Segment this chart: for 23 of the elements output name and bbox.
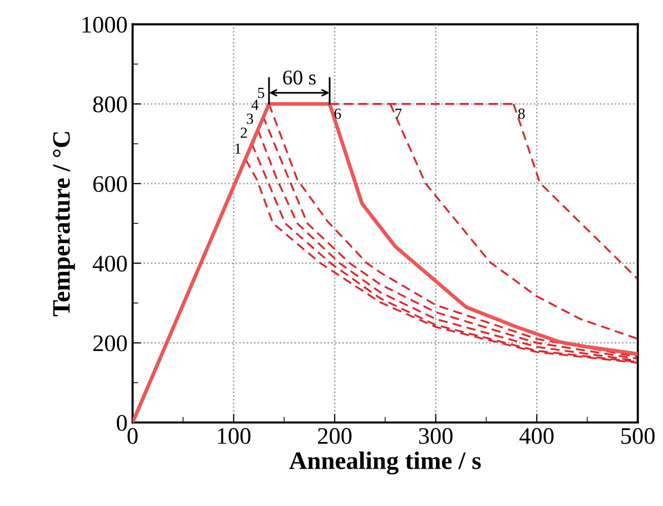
annotation: 2 <box>240 128 247 138</box>
y-axis-title: Temperature / °C <box>53 132 75 316</box>
y-tick-label: 600 <box>93 176 127 192</box>
y-tick-label: 0 <box>116 415 127 431</box>
annotation: 3 <box>246 114 254 124</box>
annotation: 5 <box>258 88 264 98</box>
x-tick-label: 300 <box>419 428 453 444</box>
annotation: 60 s <box>283 70 316 85</box>
x-axis-title: Annealing time / s <box>289 452 481 474</box>
annotation: 7 <box>395 108 402 119</box>
x-tick-label: 0 <box>128 428 138 444</box>
annotation: 6 <box>334 108 341 119</box>
annotation: 1 <box>235 144 241 154</box>
x-tick-label: 200 <box>318 428 352 444</box>
x-tick-label: 100 <box>218 428 250 444</box>
annotation: 4 <box>251 100 259 110</box>
x-tick-label: 500 <box>621 428 655 444</box>
y-tick-label: 1000 <box>82 16 127 33</box>
annotation: 8 <box>518 108 525 119</box>
y-tick-label: 800 <box>93 96 127 112</box>
y-tick-label: 200 <box>93 335 127 352</box>
x-tick-label: 400 <box>520 428 554 444</box>
y-tick-label: 400 <box>92 256 127 272</box>
